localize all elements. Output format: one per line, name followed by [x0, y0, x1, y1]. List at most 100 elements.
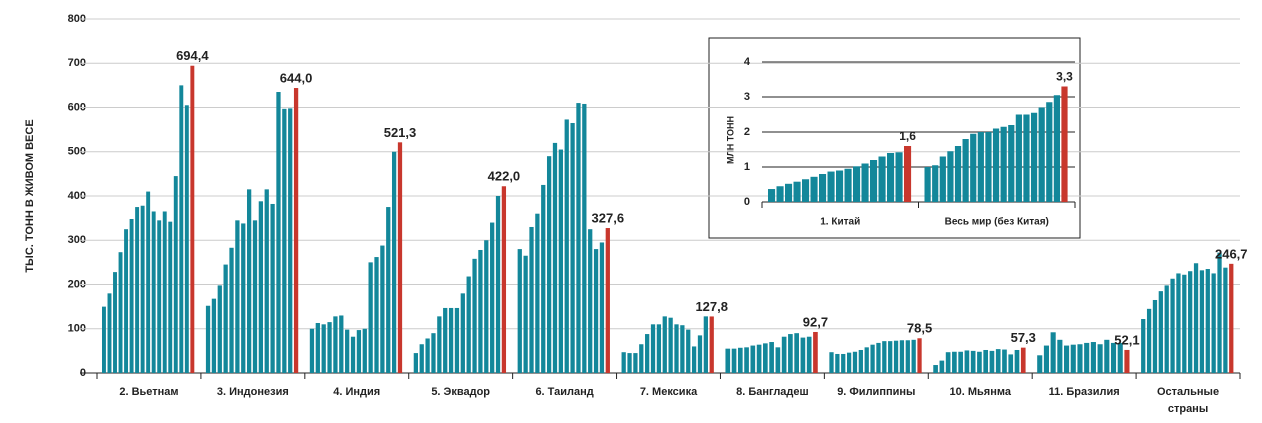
- bar: [1176, 273, 1181, 373]
- bar: [785, 183, 793, 202]
- bar: [345, 329, 350, 373]
- bar: [853, 166, 861, 202]
- bar: [431, 333, 436, 373]
- bar: [484, 240, 489, 373]
- bar: [835, 353, 840, 373]
- bar: [882, 341, 887, 373]
- bar: [535, 213, 540, 373]
- bar: [437, 316, 442, 373]
- bar: [1211, 273, 1216, 373]
- bar: [763, 343, 768, 373]
- bar: [523, 255, 528, 373]
- bar: [184, 105, 189, 373]
- bar: [662, 316, 667, 373]
- highlight-bar: [813, 331, 818, 373]
- bar: [977, 351, 982, 373]
- bar: [1199, 270, 1205, 373]
- bar: [731, 348, 737, 373]
- x-tick-label: 3. Индонезия: [217, 386, 289, 398]
- bar: [933, 365, 938, 373]
- highlight-bar: [1020, 347, 1026, 373]
- x-tick-label: 2. Вьетнам: [119, 386, 178, 398]
- bar: [1141, 319, 1146, 373]
- bar: [276, 92, 281, 373]
- bar: [1188, 271, 1193, 373]
- y-tick-label: 0: [744, 196, 750, 208]
- bar: [870, 160, 878, 202]
- bar: [107, 293, 112, 373]
- bar: [1064, 345, 1070, 373]
- x-tick-label: 9. Филиппины: [837, 386, 915, 398]
- bar: [876, 342, 881, 373]
- bar: [1146, 308, 1152, 373]
- bar: [1057, 339, 1063, 373]
- bar: [217, 285, 222, 373]
- bar: [552, 142, 558, 373]
- bar: [887, 153, 895, 202]
- bar: [223, 264, 228, 373]
- bar: [899, 340, 905, 373]
- bar: [1008, 125, 1015, 202]
- bar: [362, 328, 367, 373]
- bar: [173, 176, 178, 373]
- y-tick-label: 2: [744, 126, 750, 138]
- bar: [211, 298, 217, 373]
- bar: [992, 128, 1000, 202]
- bar: [1030, 112, 1038, 202]
- bar: [391, 151, 397, 373]
- bar: [1152, 299, 1158, 373]
- bar: [1053, 95, 1060, 202]
- bar: [954, 146, 962, 202]
- bar: [1158, 291, 1163, 373]
- bar: [593, 249, 599, 373]
- bar: [1037, 355, 1043, 373]
- bar: [621, 352, 626, 373]
- highlight-bar: [397, 142, 403, 373]
- y-tick-label: 200: [68, 278, 86, 290]
- bar: [939, 360, 945, 373]
- bar: [151, 211, 156, 373]
- y-tick-label: 500: [68, 146, 86, 158]
- bar: [264, 189, 269, 373]
- highlight-bar: [605, 228, 610, 373]
- bar: [386, 207, 391, 373]
- bar: [582, 103, 587, 374]
- bar: [911, 339, 916, 373]
- bar: [368, 262, 373, 373]
- y-tick-label: 800: [68, 13, 86, 25]
- bar: [168, 221, 173, 373]
- bar: [1090, 342, 1096, 373]
- y-tick-label: 100: [68, 323, 86, 335]
- bar: [1193, 263, 1199, 373]
- highlight-bar: [1124, 349, 1130, 373]
- bar: [1050, 332, 1056, 373]
- bar: [1000, 126, 1007, 202]
- bar: [674, 324, 679, 373]
- bar: [810, 176, 818, 202]
- bar: [1043, 345, 1049, 373]
- highlight-bar: [190, 65, 195, 373]
- bar: [350, 336, 356, 373]
- bar: [558, 149, 563, 373]
- x-tick-label: 1. Китай: [820, 217, 860, 228]
- bar: [460, 293, 465, 373]
- bar: [744, 347, 749, 373]
- bar: [1023, 114, 1030, 202]
- bar: [229, 247, 234, 373]
- bar: [157, 220, 162, 373]
- highlight-bar: [1229, 263, 1234, 373]
- y-tick-label: 1: [744, 161, 750, 173]
- bar: [315, 322, 320, 373]
- bar: [995, 349, 1001, 373]
- bar: [413, 353, 418, 373]
- bar: [750, 345, 756, 373]
- x-tick-label: 4. Индия: [333, 386, 380, 398]
- bar: [768, 189, 776, 202]
- bar: [140, 205, 145, 373]
- bar: [282, 108, 287, 373]
- bar: [129, 219, 134, 373]
- bar: [541, 184, 546, 373]
- y-tick-label: 4: [744, 56, 751, 68]
- bar: [546, 156, 552, 373]
- bar: [321, 324, 326, 373]
